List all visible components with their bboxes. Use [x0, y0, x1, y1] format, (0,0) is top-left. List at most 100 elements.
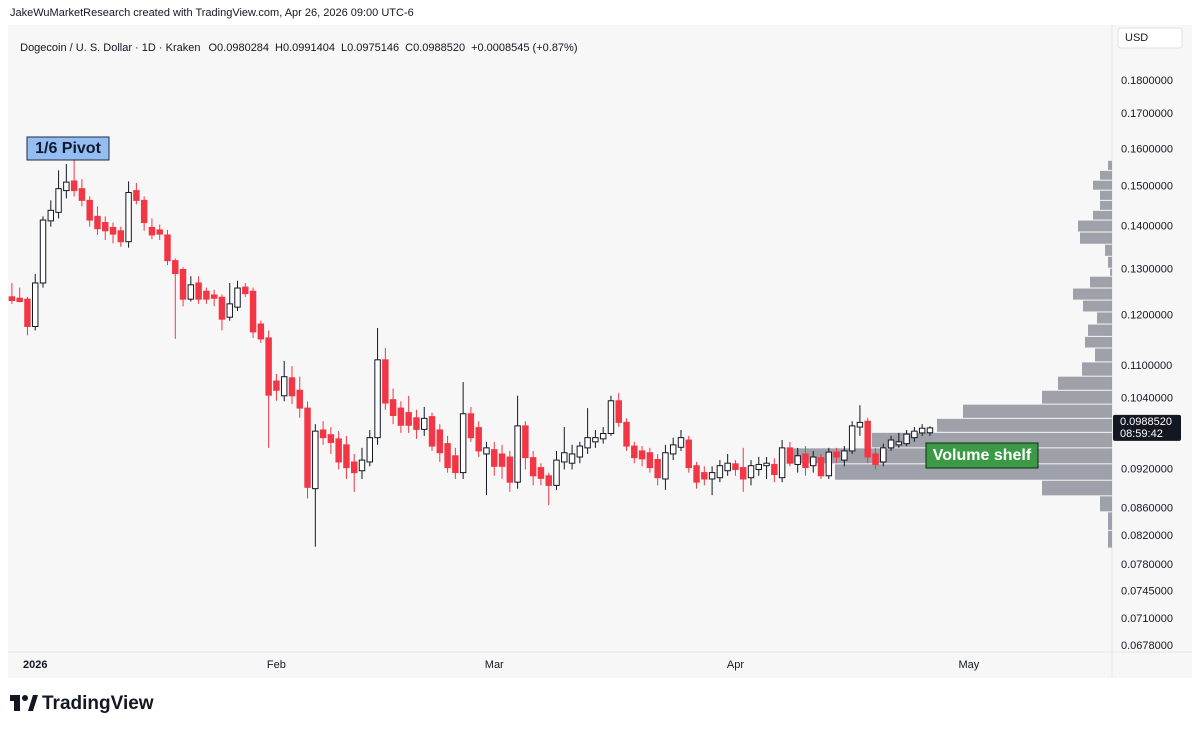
candle-body: [522, 425, 529, 459]
candle-body: [802, 453, 809, 469]
profile-bar: [1110, 268, 1112, 276]
candle-body: [32, 282, 39, 327]
profile-bar: [1097, 312, 1112, 324]
symbol-title: Dogecoin / U. S. Dollar · 1D · Kraken: [20, 42, 201, 54]
candle-body: [833, 451, 840, 458]
candle-body: [708, 472, 716, 480]
candle-body: [63, 181, 70, 192]
candle-body: [102, 222, 109, 232]
candle-body: [677, 437, 685, 448]
pivot-annotation-box: [26, 136, 110, 161]
candle-body: [195, 282, 202, 300]
candle-body: [24, 298, 31, 327]
candle-body: [70, 180, 78, 192]
y-tick-label: 0.0678000: [1121, 640, 1173, 652]
candle-body: [592, 437, 599, 443]
x-tick-label: Feb: [267, 659, 286, 671]
profile-bar: [1108, 512, 1112, 530]
candle-body: [638, 450, 646, 460]
axes: 0.0678000 0.0710000 0.0745000 0.0780000 0.08…: [23, 75, 1181, 671]
candle-body: [413, 417, 420, 430]
profile-bar: [1105, 244, 1112, 256]
candle-body: [436, 429, 444, 454]
candles: [8, 160, 934, 547]
profile-bar: [1100, 170, 1112, 180]
y-tick-label: 0.1040000: [1121, 392, 1173, 404]
candle-body: [794, 455, 801, 465]
candle-body: [350, 461, 358, 474]
candle-body: [568, 453, 576, 464]
brand-logo: [10, 695, 38, 711]
candle-body: [296, 389, 303, 409]
candle-body: [444, 443, 451, 469]
candle-body: [86, 199, 93, 221]
candle-body: [716, 465, 724, 479]
candle-body: [607, 400, 615, 435]
price-tag: [1113, 414, 1181, 441]
candle-body: [117, 230, 125, 243]
candle-body: [825, 451, 833, 477]
candle-body: [148, 226, 156, 236]
y-tick-label: 0.1300000: [1121, 263, 1173, 275]
candle-body: [55, 188, 62, 213]
candle-body: [903, 433, 910, 445]
candle-body: [421, 417, 428, 430]
ohlc-value: 0.0980284: [217, 42, 270, 54]
candle-body: [210, 294, 218, 299]
brand-name: TradingView: [42, 693, 154, 714]
candle-body: [164, 234, 171, 262]
candle-body: [140, 199, 148, 224]
candle-body: [78, 188, 86, 201]
candle-body: [242, 286, 249, 295]
candle-body: [172, 260, 179, 275]
candle-body: [887, 439, 895, 449]
profile-bar: [1082, 362, 1112, 376]
candle-body: [771, 463, 778, 476]
candle-body: [8, 296, 16, 302]
candle-body: [452, 455, 459, 474]
candle-body: [327, 434, 335, 443]
currency-button[interactable]: [1117, 27, 1183, 49]
candle-body: [739, 467, 747, 480]
profile-bar: [1042, 390, 1112, 404]
y-tick-label: 0.0745000: [1121, 585, 1173, 597]
x-tick-label: Mar: [485, 659, 504, 671]
candle-body: [358, 459, 366, 472]
x-tick-label: May: [958, 659, 979, 671]
y-tick-label: 0.1200000: [1121, 310, 1173, 322]
y-tick-label: 0.0710000: [1121, 613, 1173, 625]
candle-body: [226, 303, 233, 318]
y-tick-label: 0.0820000: [1121, 530, 1173, 542]
candle-body: [280, 376, 288, 397]
candle-body: [312, 430, 319, 490]
candle-body: [203, 290, 210, 300]
candle-body: [693, 465, 700, 483]
candle-body: [39, 219, 47, 284]
ohlc-key: H: [275, 42, 283, 54]
candle-body: [623, 421, 630, 447]
candle-body: [880, 447, 887, 463]
profile-bar: [1058, 376, 1112, 390]
candle-body: [553, 459, 560, 486]
candle-body: [786, 447, 794, 464]
profile-bar: [1080, 232, 1112, 244]
y-tick-label: 0.1400000: [1121, 221, 1173, 233]
y-tick-label: 0.1100000: [1121, 360, 1172, 372]
candle-body: [817, 457, 825, 477]
profile-bar: [1093, 180, 1112, 190]
ohlc-key: L: [341, 42, 348, 54]
profile-bar: [835, 464, 1112, 480]
profile-bar: [1100, 496, 1112, 512]
candle-body: [872, 453, 879, 465]
candle-body: [249, 290, 257, 333]
candle-body: [125, 192, 132, 243]
candle-body: [382, 359, 389, 404]
candle-body: [319, 429, 327, 439]
profile-bar: [1083, 300, 1112, 312]
candle-body: [926, 427, 934, 434]
profile-bar: [937, 418, 1112, 432]
profile-bar: [1078, 220, 1112, 232]
profile-bar: [1108, 160, 1112, 170]
